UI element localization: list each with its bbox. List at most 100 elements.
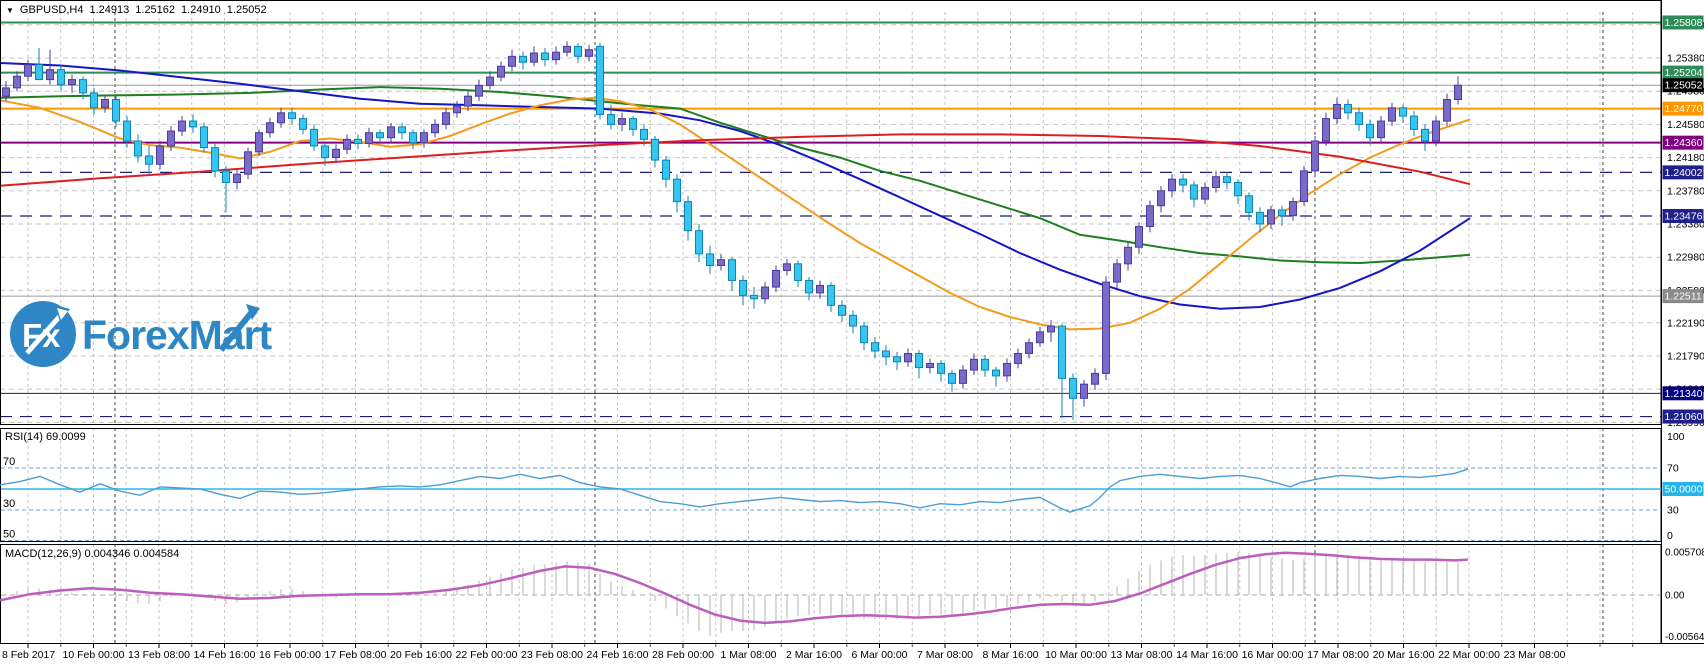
candle bbox=[1234, 182, 1242, 197]
candle bbox=[200, 126, 208, 149]
candle bbox=[442, 112, 450, 125]
time-axis[interactable]: 8 Feb 2017 10 Feb 00:00 13 Feb 08:00 14 Feb… bbox=[0, 643, 1704, 662]
candle bbox=[310, 128, 318, 147]
candle bbox=[1168, 178, 1176, 192]
candle bbox=[662, 159, 670, 180]
candle bbox=[68, 79, 76, 86]
candle bbox=[343, 138, 351, 150]
time-label: 10 Feb 00:00 bbox=[63, 649, 125, 661]
candle bbox=[739, 279, 747, 296]
price-badge bbox=[1662, 78, 1704, 93]
candle bbox=[1080, 383, 1088, 399]
time-label: 8 Feb 2017 bbox=[2, 649, 55, 661]
price-tick-label: 1.24180 bbox=[1667, 152, 1704, 164]
candle bbox=[1322, 118, 1330, 142]
candle bbox=[486, 76, 494, 86]
candle bbox=[497, 65, 505, 78]
period-separators bbox=[114, 12, 1604, 643]
candle bbox=[783, 263, 791, 271]
candle bbox=[1014, 352, 1022, 364]
ma-green-line bbox=[0, 86, 1471, 265]
candle bbox=[1421, 128, 1429, 142]
candle bbox=[453, 105, 461, 114]
candle bbox=[365, 132, 373, 144]
candle bbox=[1366, 123, 1374, 139]
price-badge-label: 1.25052 bbox=[1665, 80, 1703, 92]
candle bbox=[1278, 209, 1286, 217]
candle bbox=[970, 358, 978, 371]
candle bbox=[893, 356, 901, 363]
candle bbox=[904, 352, 912, 363]
rsi-badge bbox=[1662, 482, 1704, 496]
candle bbox=[1036, 331, 1044, 344]
rsi-pane: 70 30 50 bbox=[0, 456, 1661, 541]
candle bbox=[1058, 325, 1066, 379]
candle bbox=[937, 362, 945, 374]
candle bbox=[156, 145, 164, 165]
candle bbox=[464, 95, 472, 107]
rsi-tick-label: 100 bbox=[1667, 431, 1685, 443]
candle bbox=[1454, 84, 1462, 100]
ohlc-open: 1.24913 bbox=[89, 4, 130, 16]
price-tick-label: 1.24580 bbox=[1667, 119, 1704, 131]
vertical-gridlines bbox=[27, 12, 1634, 643]
candle bbox=[101, 99, 109, 109]
candle bbox=[387, 126, 395, 139]
candle bbox=[926, 362, 934, 369]
price-badge bbox=[1662, 289, 1704, 304]
candle bbox=[1091, 372, 1099, 385]
candle bbox=[420, 132, 428, 144]
time-label: 17 Feb 08:00 bbox=[325, 649, 387, 661]
candle bbox=[816, 284, 824, 294]
time-label: 16 Mar 00:00 bbox=[1242, 649, 1304, 661]
candle bbox=[1377, 120, 1385, 139]
time-label: 23 Feb 08:00 bbox=[521, 649, 583, 661]
logo-name-text: ForexMart bbox=[82, 312, 273, 358]
time-label: 10 Mar 00:00 bbox=[1045, 649, 1107, 661]
candle bbox=[233, 173, 241, 183]
candle bbox=[90, 92, 98, 109]
price-badge-label: 1.21060 bbox=[1665, 411, 1703, 423]
candle bbox=[178, 120, 186, 132]
price-badge-label: 1.25204 bbox=[1665, 67, 1703, 79]
candle bbox=[1432, 120, 1440, 142]
macd-signal-line bbox=[0, 551, 1469, 625]
price-badge-label: 1.22511 bbox=[1665, 291, 1702, 303]
candle bbox=[530, 52, 538, 63]
candle bbox=[1146, 205, 1154, 227]
candle bbox=[1388, 107, 1396, 122]
ohlc-high: 1.25162 bbox=[135, 4, 176, 16]
time-label: 22 Feb 00:00 bbox=[456, 649, 518, 661]
candle bbox=[717, 259, 725, 267]
candle bbox=[1311, 140, 1319, 172]
time-label: 20 Feb 16:00 bbox=[390, 649, 452, 661]
candle bbox=[277, 112, 285, 124]
candle bbox=[35, 64, 43, 81]
candle bbox=[288, 112, 296, 120]
candle bbox=[211, 147, 219, 172]
candle bbox=[1267, 209, 1275, 225]
candle bbox=[13, 75, 21, 89]
price-tick-label: 1.23780 bbox=[1667, 185, 1704, 197]
time-label: 28 Feb 00:00 bbox=[652, 649, 714, 661]
candle bbox=[1025, 342, 1033, 354]
candle bbox=[794, 263, 802, 281]
symbol-label: GBPUSD,H4 bbox=[19, 4, 84, 16]
candle bbox=[1410, 115, 1418, 130]
ohlc-close: 1.25052 bbox=[226, 4, 267, 16]
price-tick-label: 1.25380 bbox=[1667, 53, 1704, 65]
candle bbox=[354, 138, 362, 144]
candle bbox=[838, 304, 846, 316]
logo-arrow-icon bbox=[25, 314, 62, 355]
candle bbox=[1179, 178, 1187, 186]
candle bbox=[398, 126, 406, 134]
candle bbox=[805, 279, 813, 294]
candle bbox=[915, 352, 923, 369]
price-axis[interactable]: 1.257801.253801.249801.245801.241801.237… bbox=[1662, 0, 1704, 643]
symbol-dropdown-icon[interactable]: ▼ bbox=[6, 5, 14, 15]
candle bbox=[57, 69, 65, 86]
time-label: 23 Mar 08:00 bbox=[1504, 649, 1566, 661]
rsi-indicator-label: RSI(14) 69.0099 bbox=[5, 431, 86, 443]
